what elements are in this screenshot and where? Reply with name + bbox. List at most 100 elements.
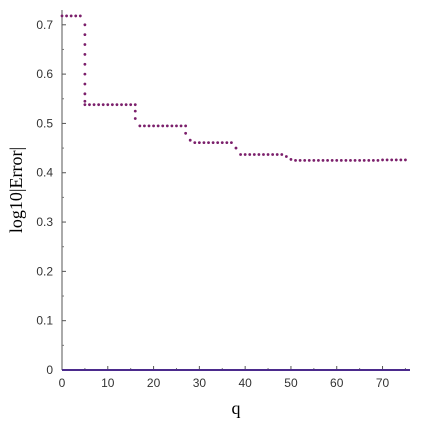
data-point bbox=[207, 141, 210, 145]
tick-marks bbox=[61, 24, 406, 371]
y-tick-label: 0.4 bbox=[36, 166, 53, 180]
data-point bbox=[92, 103, 96, 107]
x-tick-label: 70 bbox=[376, 376, 390, 390]
data-point bbox=[312, 159, 316, 162]
data-point bbox=[394, 158, 398, 162]
data-point bbox=[165, 124, 169, 128]
data-point bbox=[188, 138, 192, 142]
data-point bbox=[133, 117, 137, 120]
data-point bbox=[399, 158, 403, 162]
data-point bbox=[225, 141, 229, 145]
data-point bbox=[289, 158, 293, 161]
x-axis-label: q bbox=[232, 398, 241, 418]
data-point bbox=[390, 158, 394, 162]
x-tick-label: 0 bbox=[59, 376, 66, 390]
data-point bbox=[317, 159, 320, 162]
axes bbox=[61, 10, 410, 371]
data-point bbox=[326, 159, 329, 162]
data-point bbox=[83, 92, 87, 96]
x-tick-label: 20 bbox=[147, 376, 161, 390]
data-point bbox=[330, 159, 334, 162]
y-tick-label: 0 bbox=[46, 363, 53, 377]
data-point bbox=[257, 153, 261, 156]
data-point bbox=[367, 159, 371, 162]
data-point bbox=[106, 103, 110, 107]
data-point bbox=[248, 153, 252, 156]
data-point bbox=[179, 124, 183, 128]
data-point bbox=[243, 153, 247, 156]
data-point bbox=[197, 141, 201, 145]
data-point bbox=[303, 159, 307, 162]
data-point bbox=[138, 124, 142, 128]
data-point bbox=[83, 23, 87, 27]
data-point bbox=[275, 153, 279, 156]
y-tick-label: 0.7 bbox=[36, 18, 53, 32]
data-point bbox=[349, 159, 352, 162]
data-point bbox=[358, 159, 362, 162]
y-tick-label: 0.5 bbox=[36, 116, 53, 130]
x-tick-label: 50 bbox=[284, 376, 298, 390]
data-point bbox=[97, 103, 101, 107]
y-tick-label: 0.6 bbox=[36, 67, 53, 81]
data-point bbox=[362, 159, 366, 162]
data-point bbox=[376, 159, 380, 162]
data-point bbox=[60, 14, 64, 18]
data-point bbox=[298, 159, 302, 162]
data-point bbox=[83, 52, 87, 56]
data-point bbox=[129, 103, 133, 107]
x-tick-label: 40 bbox=[238, 376, 252, 390]
data-point bbox=[115, 103, 119, 107]
data-point bbox=[83, 99, 87, 103]
y-tick-label: 0.2 bbox=[36, 264, 53, 278]
data-point bbox=[65, 14, 68, 18]
data-point bbox=[147, 124, 151, 128]
data-point bbox=[101, 103, 105, 107]
data-point bbox=[335, 159, 339, 162]
data-point bbox=[83, 82, 87, 86]
data-point bbox=[184, 124, 188, 128]
y-tick-label: 0.3 bbox=[36, 215, 53, 229]
data-point bbox=[307, 159, 311, 162]
data-point bbox=[234, 146, 238, 150]
data-point bbox=[156, 124, 160, 128]
data-point bbox=[381, 158, 384, 162]
series-points bbox=[60, 14, 407, 162]
data-point bbox=[175, 124, 178, 128]
data-point bbox=[133, 109, 137, 113]
data-point bbox=[230, 141, 233, 145]
data-point bbox=[78, 14, 82, 18]
data-point bbox=[110, 103, 114, 107]
data-point bbox=[83, 72, 87, 76]
data-point bbox=[339, 159, 343, 162]
data-point bbox=[83, 33, 87, 37]
data-point bbox=[83, 103, 87, 107]
data-point bbox=[280, 153, 284, 156]
data-point bbox=[404, 158, 407, 162]
x-tick-label: 10 bbox=[101, 376, 115, 390]
data-point bbox=[83, 43, 87, 46]
data-point bbox=[321, 159, 325, 162]
data-point bbox=[216, 141, 220, 145]
data-point bbox=[220, 141, 224, 145]
data-point bbox=[385, 158, 389, 162]
data-point bbox=[184, 131, 188, 135]
data-point bbox=[266, 153, 270, 156]
data-point bbox=[344, 159, 348, 162]
data-point bbox=[88, 103, 91, 107]
data-point bbox=[262, 153, 265, 156]
data-point bbox=[152, 124, 155, 128]
data-point bbox=[353, 159, 357, 162]
data-point bbox=[193, 141, 197, 145]
x-tick-label: 30 bbox=[193, 376, 207, 390]
data-point bbox=[161, 124, 165, 128]
data-point bbox=[211, 141, 215, 145]
x-tick-label: 60 bbox=[330, 376, 344, 390]
data-point bbox=[74, 14, 78, 18]
data-point bbox=[202, 141, 206, 145]
y-tick-label: 0.1 bbox=[36, 314, 53, 328]
data-point bbox=[69, 14, 73, 18]
data-point bbox=[133, 103, 137, 107]
tick-labels: 0 10 20 30 40 50 60 70 0 0.1 0.2 0.3 0.4 0.5 0.6 0.7 bbox=[36, 18, 389, 390]
data-point bbox=[271, 153, 275, 156]
